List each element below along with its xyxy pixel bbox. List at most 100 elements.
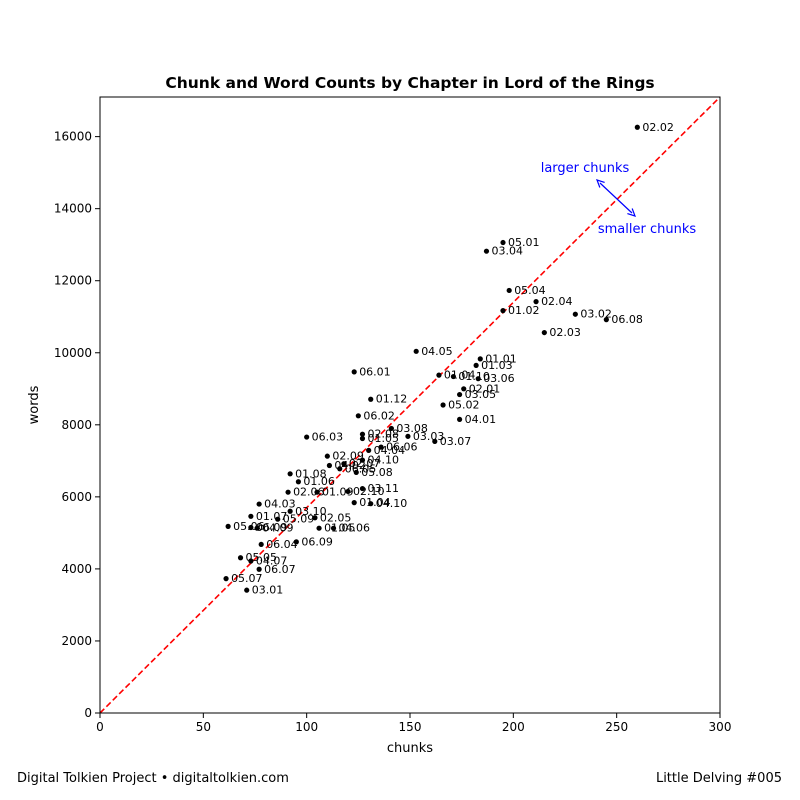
data-point [541,329,547,336]
y-axis-label: words [27,385,42,424]
data-point [316,525,322,531]
data-point-label: 02.04 [541,295,573,308]
data-point [473,362,479,368]
data-point [450,373,456,380]
data-point-label: 01.05 [324,522,356,535]
data-point-label: 02.06 [293,486,325,499]
data-point-label: 03.10 [295,505,327,518]
data-point [500,308,506,314]
data-point [254,525,260,531]
x-axis-label: chunks [387,741,433,756]
data-point-label: 01.03 [481,359,512,372]
data-point [477,356,483,362]
data-point-label: 06.02 [363,409,395,422]
data-point [324,453,330,459]
data-point-label: 06.09 [301,535,333,548]
data-point [223,576,229,582]
data-point [337,466,343,472]
x-tick-label: 150 [399,720,422,734]
data-point-label: 01.12 [376,393,408,406]
data-point-label: 04.07 [256,554,288,567]
data-point [457,416,463,423]
x-tick-label: 50 [196,720,211,734]
data-point-label: 04.09 [262,522,294,535]
data-point [312,515,318,521]
data-point [368,501,374,507]
data-point [248,558,254,564]
data-point-label: 06.05 [345,462,377,475]
data-point [225,523,231,529]
data-point [432,438,438,444]
data-point-label: 02.02 [642,121,674,134]
data-point [500,239,506,246]
data-point [359,485,366,492]
data-point [483,248,490,254]
data-point-label: 02.01 [469,382,501,395]
data-point-label: 02.08 [367,428,399,441]
data-point [572,311,578,317]
data-point [341,461,347,467]
data-point-label: 05.01 [508,236,540,249]
data-point-label: 01.05 [367,432,399,445]
data-point-label: 05.04 [514,284,546,297]
data-point [258,541,264,548]
data-point [345,488,351,495]
data-point-label: 06.01 [359,365,391,378]
data-point [359,435,366,442]
data-point-label: 05.07 [231,572,262,585]
data-point-label: 01.02 [508,304,540,317]
data-point-label: 06.07 [264,563,296,576]
data-point-label: 06.03 [312,431,344,444]
x-tick-label: 200 [502,720,525,734]
y-tick-label: 6000 [61,490,92,504]
data-point-label: 04.06 [339,522,371,535]
data-point [378,444,384,450]
data-point-label: 01.09 [322,486,354,499]
data-point [256,566,262,572]
data-point [304,434,310,440]
data-point [287,508,293,514]
y-tick-label: 0 [84,706,92,720]
reference-diagonal-line [99,96,721,714]
data-point-label: 04.10 [367,454,399,467]
data-point-label: 03.06 [483,372,515,385]
data-point-label: 04.01 [465,413,497,426]
y-tick-label: 16000 [54,130,92,144]
x-tick-label: 300 [709,720,732,734]
data-point-label: 02.05 [320,511,352,524]
data-point [506,287,512,294]
data-point [287,471,293,477]
data-point-label: 04.05 [421,345,453,358]
data-point [248,513,254,519]
data-point-label: 02.09 [332,450,364,463]
data-point-label: 03.07 [440,435,472,448]
data-point [275,516,281,522]
data-point-label: 05.08 [361,466,393,479]
data-point [330,525,337,531]
data-point-label: 06.06 [386,441,418,454]
data-point [436,372,442,378]
data-point [314,489,320,495]
data-point [237,555,244,561]
data-point [368,396,374,402]
chart-title: Chunk and Word Counts by Chapter in Lord… [165,74,654,92]
data-point-label: 01.06 [303,475,335,488]
data-point-label: 06.09 [256,521,288,534]
data-point-label: 03.11 [367,482,399,495]
data-point-label: 01.04 [359,496,391,509]
x-tick-label: 250 [605,720,628,734]
data-point-label: 05.09 [283,513,315,526]
data-point-label: 06.08 [611,313,643,326]
data-point-label: 03.04 [491,245,523,258]
y-tick-label: 10000 [54,346,92,360]
data-point [440,402,446,408]
data-point [533,299,539,305]
data-point [405,433,411,439]
annotation-arrow-line [599,182,633,214]
data-point [355,413,361,419]
data-point [359,431,366,437]
x-tick-label: 100 [295,720,318,734]
data-point [603,317,609,323]
data-point [353,469,359,475]
